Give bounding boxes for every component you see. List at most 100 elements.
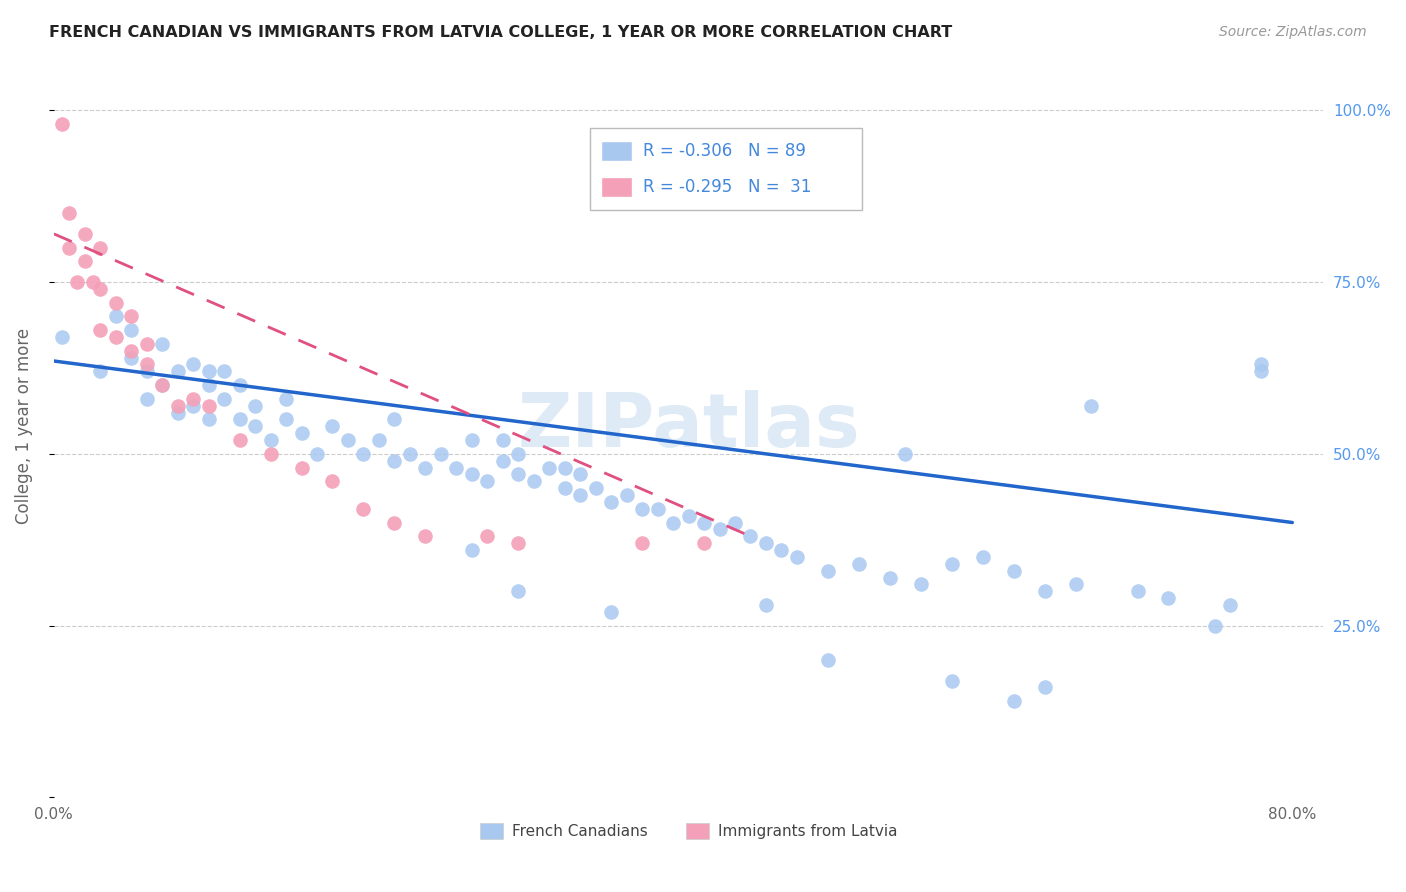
Point [848,557,870,571]
Point [166,399,188,413]
Point [58,241,80,255]
Point [228,378,250,392]
Point [66,275,89,289]
Point [120,323,142,337]
Point [508,536,530,550]
Point [786,549,808,564]
Point [430,447,453,461]
Point [104,310,127,324]
Point [181,358,204,372]
Text: R = -0.295   N =  31: R = -0.295 N = 31 [644,178,811,196]
Point [243,419,266,434]
Point [817,653,839,667]
Point [181,399,204,413]
Point [1002,564,1025,578]
Point [461,543,484,558]
Point [274,392,297,406]
Point [150,378,173,392]
Point [120,310,142,324]
Point [616,488,638,502]
Legend: French Canadians, Immigrants from Latvia: French Canadians, Immigrants from Latvia [474,817,904,846]
Point [508,467,530,482]
Point [259,447,281,461]
Point [508,584,530,599]
Point [600,495,623,509]
Point [662,516,685,530]
Point [399,447,422,461]
Point [243,399,266,413]
Text: ZIPatlas: ZIPatlas [517,390,860,463]
Point [538,460,561,475]
Point [523,475,546,489]
Point [197,378,219,392]
Point [290,426,312,441]
Point [492,433,515,447]
Point [693,516,716,530]
Point [89,282,111,296]
Point [82,275,104,289]
Point [166,405,188,419]
Point [368,433,391,447]
Point [353,501,375,516]
Point [477,529,499,543]
Point [89,241,111,255]
Point [879,570,901,584]
Point [212,392,235,406]
Point [508,447,530,461]
Point [384,453,406,467]
Point [51,117,73,131]
Point [770,543,793,558]
Point [321,419,343,434]
Point [647,501,669,516]
Point [415,529,437,543]
Text: Source: ZipAtlas.com: Source: ZipAtlas.com [1219,25,1367,39]
Point [1204,618,1226,632]
Point [461,433,484,447]
Y-axis label: College, 1 year or more: College, 1 year or more [15,328,32,524]
Point [135,392,157,406]
Point [150,336,173,351]
Point [228,412,250,426]
Point [353,447,375,461]
Point [1002,694,1025,708]
Point [492,453,515,467]
Point [1250,364,1272,378]
Point [817,564,839,578]
Point [1157,591,1180,606]
Point [89,323,111,337]
Point [274,412,297,426]
Point [1033,584,1056,599]
Point [894,447,917,461]
Text: R = -0.306   N = 89: R = -0.306 N = 89 [644,142,806,160]
Point [120,351,142,365]
Point [135,358,157,372]
Point [150,378,173,392]
Point [1080,399,1102,413]
Text: FRENCH CANADIAN VS IMMIGRANTS FROM LATVIA COLLEGE, 1 YEAR OR MORE CORRELATION CH: FRENCH CANADIAN VS IMMIGRANTS FROM LATVI… [49,25,952,40]
Point [197,364,219,378]
Point [384,412,406,426]
Point [135,336,157,351]
Point [446,460,468,475]
Point [384,516,406,530]
Point [585,481,607,495]
Point [197,399,219,413]
Point [89,364,111,378]
Point [941,557,963,571]
Point [212,364,235,378]
Point [724,516,747,530]
Point [135,364,157,378]
Point [197,412,219,426]
Point [58,206,80,220]
Point [1126,584,1149,599]
Point [1064,577,1087,591]
Point [1033,681,1056,695]
Point [755,598,778,612]
Point [1219,598,1241,612]
Point [305,447,328,461]
Point [477,475,499,489]
Point [1250,358,1272,372]
Point [104,295,127,310]
Point [740,529,762,543]
Point [972,549,994,564]
